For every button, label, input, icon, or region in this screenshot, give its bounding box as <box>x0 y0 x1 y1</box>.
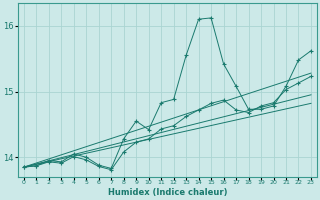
X-axis label: Humidex (Indice chaleur): Humidex (Indice chaleur) <box>108 188 227 197</box>
